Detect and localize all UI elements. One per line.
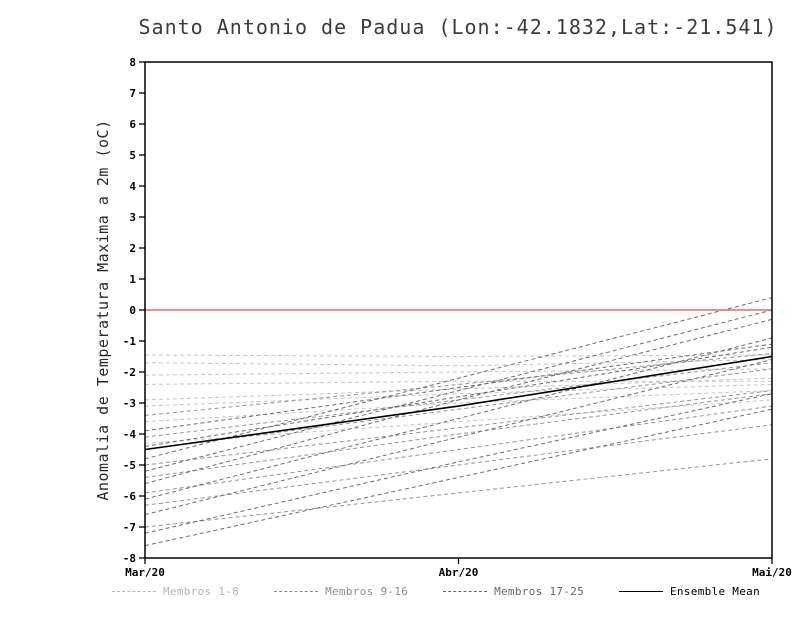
legend-label: Membros 17-25 — [494, 585, 585, 598]
x-tick-label: Mai/20 — [752, 566, 792, 579]
y-tick-label: -1 — [123, 335, 137, 348]
y-tick-label: 4 — [129, 180, 136, 193]
legend-entry: Membros 9-16 — [274, 585, 408, 598]
ensemble-member-line — [144, 408, 773, 547]
legend-label: Membros 1-8 — [163, 585, 240, 598]
chart-legend: Membros 1-8 Membros 9-16 Membros 17-25 Ense… — [112, 585, 760, 598]
ensemble-member-line — [144, 359, 773, 516]
y-tick-label: 6 — [129, 118, 136, 131]
y-tick-label: 3 — [129, 211, 136, 224]
y-axis-label: Anomalia de Temperatura Maxima a 2m (oC) — [94, 119, 112, 500]
y-tick-label: 2 — [129, 242, 136, 255]
ensemble-mean-layer — [144, 355, 773, 451]
ensemble-member-line — [144, 297, 773, 460]
y-tick-label: 0 — [129, 304, 136, 317]
legend-line-sample — [443, 591, 488, 592]
legend-entry: Membros 1-8 — [112, 585, 239, 598]
y-tick-label: -8 — [123, 552, 136, 565]
y-tick-label: -5 — [123, 459, 136, 472]
ensemble-mean-line — [144, 355, 773, 451]
chart-title: Santo Antonio de Padua (Lon:-42.1832,Lat… — [138, 15, 777, 39]
y-tick-label: -7 — [123, 521, 136, 534]
legend-entry: Membros 17-25 — [443, 585, 584, 598]
ensemble-member-line — [144, 393, 773, 534]
ensemble-member-line — [144, 405, 773, 494]
ensemble-member-line — [144, 343, 773, 432]
legend-line-sample — [619, 591, 663, 592]
ensemble-member-line — [144, 354, 773, 358]
y-tick-label: -2 — [123, 366, 136, 379]
ensemble-member-line — [144, 424, 773, 506]
y-tick-label: 5 — [129, 149, 136, 162]
y-tick-label: -6 — [123, 490, 137, 503]
ensemble-member-line — [144, 368, 773, 450]
y-tick-label: 7 — [129, 87, 136, 100]
x-tick-label: Abr/20 — [439, 566, 479, 579]
y-tick-label: -3 — [123, 397, 136, 410]
plot-frame — [144, 61, 773, 559]
ensemble-member-line — [144, 318, 773, 485]
y-tick-label: -4 — [123, 428, 137, 441]
ensemble-members-layer — [144, 297, 773, 547]
legend-label: Membros 9-16 — [325, 585, 409, 598]
axes-layer: -8 -7 -6 -5 -4 -3 -2 -1 0 1 2 3 4 5 6 7 8 Mar/20 Abr/20 Mai… — [123, 56, 792, 579]
legend-line-sample — [274, 591, 319, 592]
ensemble-member-line — [144, 346, 773, 447]
legend-entry: Ensemble Mean — [619, 585, 760, 598]
y-tick-label: 1 — [129, 273, 136, 286]
ensemble-member-line — [144, 458, 773, 528]
ensemble-member-line — [144, 393, 773, 478]
y-tick-label: 8 — [129, 56, 136, 69]
legend-label: Ensemble Mean — [670, 585, 760, 598]
ensemble-member-line — [144, 390, 773, 466]
legend-line-sample — [112, 591, 156, 592]
x-tick-label: Mar/20 — [125, 566, 165, 579]
ensemble-member-line — [144, 337, 773, 500]
ensemble-member-line — [144, 309, 773, 472]
